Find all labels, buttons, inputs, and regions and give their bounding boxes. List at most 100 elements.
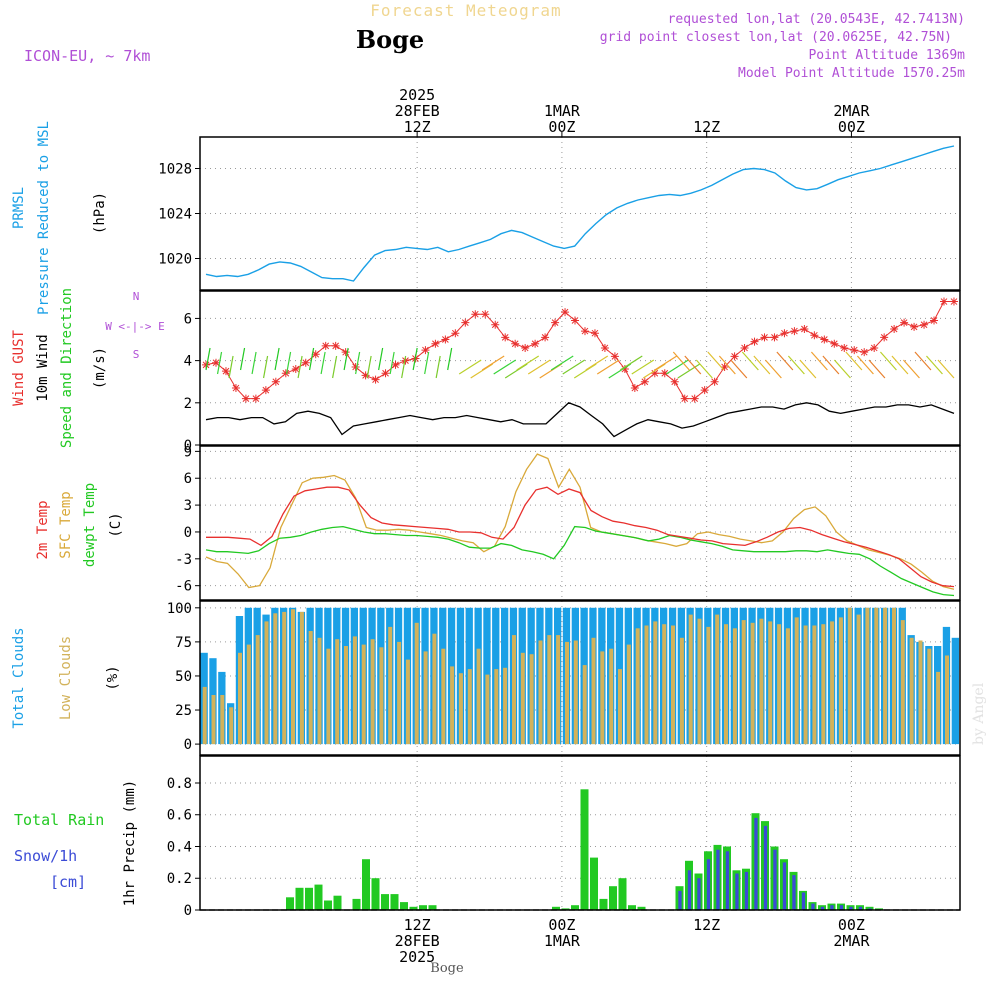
- temperature-ytick-label: 3: [184, 498, 192, 514]
- gust-point: [451, 329, 460, 338]
- wind-direction-arrow: [810, 351, 828, 371]
- low-cloud-bar: [405, 659, 410, 745]
- gust-point: [221, 367, 230, 376]
- low-cloud-bar: [918, 640, 923, 745]
- gust-point: [670, 377, 679, 386]
- snow-bar: [811, 903, 815, 910]
- low-cloud-bar: [370, 639, 375, 745]
- wind-direction-arrow: [412, 347, 418, 371]
- gust-point: [571, 316, 580, 325]
- low-clouds-label: Low Clouds: [58, 636, 74, 720]
- wind-direction-arrow: [926, 355, 943, 375]
- wind-direction-arrow: [937, 359, 955, 379]
- rain-bar: [637, 906, 646, 910]
- wind-direction-arrow: [401, 355, 407, 379]
- gust-point: [760, 333, 769, 342]
- gust-point: [521, 343, 530, 352]
- low-cloud-bar: [520, 652, 525, 745]
- low-cloud-bar: [352, 636, 357, 745]
- gust-point: [630, 384, 639, 393]
- gust-point: [381, 369, 390, 378]
- gust-point: [949, 297, 958, 306]
- gust-point: [820, 335, 829, 344]
- rain-bar: [409, 906, 418, 910]
- wind-ytick-label: 6: [184, 311, 192, 327]
- top-time-label: 2025: [399, 86, 435, 104]
- wind-direction-arrow: [914, 351, 932, 371]
- low-cloud-bar: [308, 631, 313, 745]
- low-cloud-bar: [432, 633, 437, 745]
- snow-label: Snow/1h: [14, 847, 77, 865]
- location-title: Boge: [356, 25, 424, 54]
- snow-bar: [820, 906, 825, 910]
- gust-point: [311, 350, 320, 359]
- low-cloud-bar: [909, 637, 914, 745]
- snow-bar: [716, 849, 720, 910]
- snow-bar: [725, 851, 730, 910]
- low-cloud-bar: [874, 607, 879, 745]
- gust-point: [541, 333, 550, 342]
- gust-point: [890, 324, 899, 333]
- low-cloud-bar: [768, 621, 773, 745]
- wind-direction-arrow: [845, 351, 863, 371]
- clouds-ytick-label: 25: [175, 703, 192, 719]
- pressure-ytick-label: 1024: [158, 207, 192, 223]
- wind-direction-arrow: [665, 359, 689, 375]
- low-cloud-bar: [291, 609, 295, 745]
- low-cloud-bar: [238, 652, 242, 745]
- wind-direction-arrow: [718, 355, 736, 375]
- gust-point: [421, 346, 430, 355]
- wind-direction-arrow: [309, 347, 315, 371]
- gust-point: [202, 360, 211, 369]
- pressure-ytick-label: 1028: [158, 162, 192, 178]
- wind-direction-arrow: [320, 351, 326, 375]
- low-cloud-bar: [441, 648, 446, 745]
- requested-coords: requested lon,lat (20.0543E, 42.7413N): [668, 12, 965, 27]
- wind-ytick-label: 2: [184, 396, 192, 412]
- wind-direction-arrow: [481, 355, 505, 371]
- low-cloud-bar: [803, 625, 808, 745]
- rain-bar: [305, 887, 313, 910]
- clouds-ytick-label: 0: [184, 737, 192, 753]
- wind-direction-arrow: [424, 351, 430, 375]
- wind-direction-arrow: [378, 347, 384, 371]
- wind-direction-arrow: [741, 351, 759, 371]
- gust-point: [750, 337, 759, 346]
- precip-panel: 0 0.2 0.4 0.6 0.8: [167, 756, 960, 919]
- gust-point: [461, 318, 470, 327]
- wind-direction-arrow: [764, 359, 782, 379]
- bottom-time-label: 2MAR: [833, 932, 870, 950]
- wind-direction-arrow: [631, 359, 655, 375]
- low-cloud-bar: [361, 644, 366, 745]
- snow-bar: [763, 825, 768, 910]
- rain-bar: [381, 894, 389, 910]
- wind-direction-arrow: [274, 347, 280, 371]
- gust-point: [840, 343, 849, 352]
- rain-bar: [599, 898, 608, 910]
- gust-point: [321, 341, 330, 350]
- total-cloud-bar: [951, 637, 959, 745]
- low-cloud-bar: [220, 695, 225, 745]
- temperature-ytick-label: -6: [175, 579, 192, 595]
- gust-point: [880, 333, 889, 342]
- gust-series-line: [205, 301, 954, 400]
- low-cloud-bar: [688, 614, 693, 745]
- gust-point: [231, 384, 240, 393]
- gust-point: [341, 348, 350, 357]
- low-cloud-bar: [653, 621, 658, 745]
- low-cloud-bar: [600, 651, 605, 745]
- bottom-time-label: 12Z: [693, 916, 720, 934]
- low-cloud-bar: [936, 671, 941, 745]
- rain-bar: [400, 902, 408, 910]
- rain-bar: [324, 900, 332, 910]
- gust-point: [471, 310, 480, 319]
- gust-point: [551, 318, 560, 327]
- low-cloud-bar: [282, 611, 287, 745]
- pressure-series-line: [205, 145, 955, 282]
- wind-panel: 0 2 4 6: [184, 291, 960, 454]
- low-cloud-bar: [503, 667, 508, 745]
- snow-bar: [868, 908, 872, 910]
- wind-direction-arrow: [596, 359, 620, 375]
- wind-direction-arrow: [684, 355, 702, 375]
- wind-direction-arrow: [879, 351, 897, 371]
